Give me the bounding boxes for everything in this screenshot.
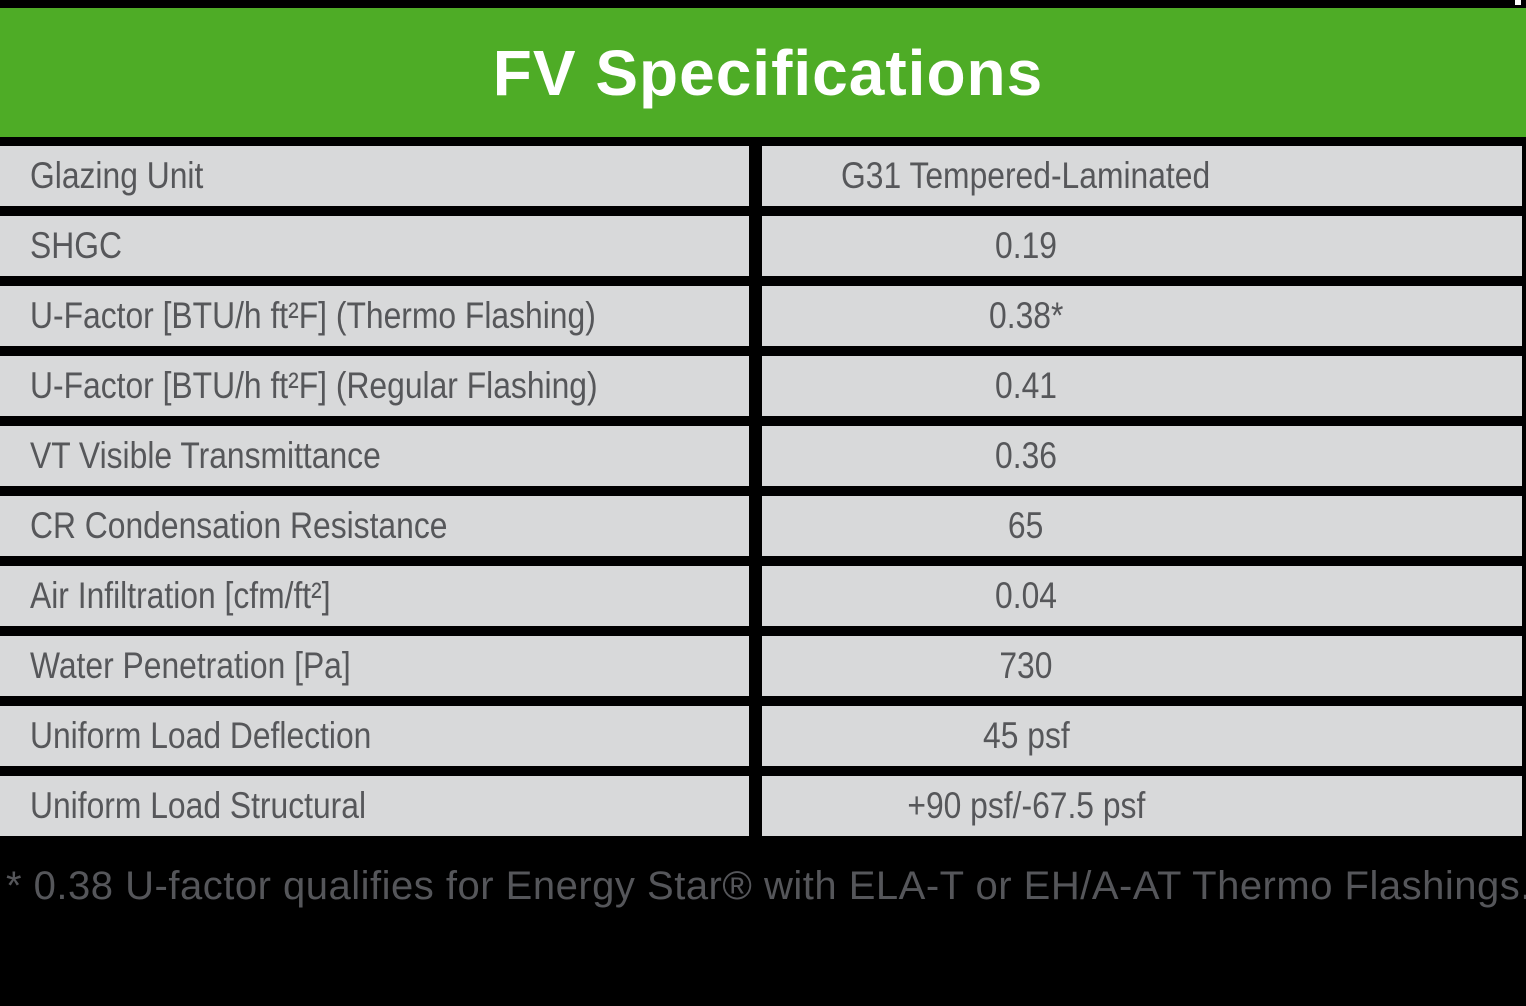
spec-value: 730 [762,636,1522,696]
spec-label: SHGC [0,216,749,276]
page-title: FV Specifications [492,36,1044,109]
header-banner: FV Specifications [0,8,1526,137]
spec-value: 0.19 [762,216,1522,276]
spec-label: Uniform Load Structural [0,776,749,836]
spec-label: U-Factor [BTU/h ft²F] (Regular Flashing) [0,356,749,416]
table-row: Uniform Load Structural +90 psf/-67.5 ps… [0,776,1522,836]
spec-label: Glazing Unit [0,146,749,206]
spec-label: U-Factor [BTU/h ft²F] (Thermo Flashing) [0,286,749,346]
spec-value: 0.04 [762,566,1522,626]
table-row: Water Penetration [Pa] 730 [0,636,1522,696]
white-notch [1515,0,1521,5]
table-row: CR Condensation Resistance 65 [0,496,1522,556]
footnote: * 0.38 U-factor qualifies for Energy Sta… [0,864,1526,909]
spec-value: G31 Tempered-Laminated [762,146,1522,206]
table-row: Glazing Unit G31 Tempered-Laminated [0,146,1522,206]
table-row: Uniform Load Deflection 45 psf [0,706,1522,766]
spec-label: Air Infiltration [cfm/ft²] [0,566,749,626]
table-row: VT Visible Transmittance 0.36 [0,426,1522,486]
spec-label: Water Penetration [Pa] [0,636,749,696]
spec-value: +90 psf/-67.5 psf [762,776,1522,836]
spec-value: 45 psf [762,706,1522,766]
top-strip [0,0,1526,8]
table-row: Air Infiltration [cfm/ft²] 0.04 [0,566,1522,626]
spec-value: 0.38* [762,286,1522,346]
spec-label: CR Condensation Resistance [0,496,749,556]
footnote-text: * 0.38 U-factor qualifies for Energy Sta… [6,864,1526,908]
spec-value: 0.36 [762,426,1522,486]
spec-label: VT Visible Transmittance [0,426,749,486]
table-row: U-Factor [BTU/h ft²F] (Regular Flashing)… [0,356,1522,416]
spec-label: Uniform Load Deflection [0,706,749,766]
table-row: U-Factor [BTU/h ft²F] (Thermo Flashing) … [0,286,1522,346]
spec-table: Glazing Unit G31 Tempered-Laminated SHGC… [0,146,1526,836]
spec-value: 65 [762,496,1522,556]
spec-value: 0.41 [762,356,1522,416]
table-row: SHGC 0.19 [0,216,1522,276]
